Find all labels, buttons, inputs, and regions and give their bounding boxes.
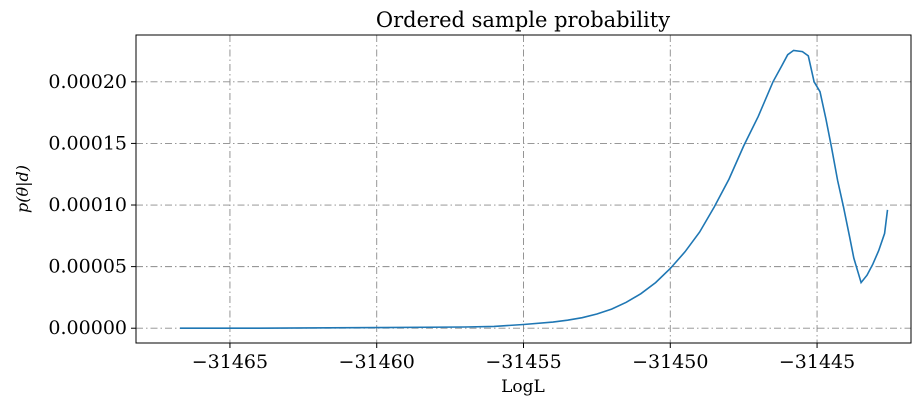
- chart-title: Ordered sample probability: [376, 8, 670, 32]
- y-tick-label: 0.00000: [48, 317, 127, 339]
- y-axis-label: p(θ|d): [13, 165, 32, 213]
- x-tick-label: −31455: [485, 351, 561, 373]
- axis-ticks: −31465 −31460 −31455 −31450 −31445 0.00000 0.0…: [48, 71, 855, 373]
- y-tick-label: 0.00015: [48, 132, 127, 154]
- grid-lines: [136, 35, 911, 343]
- x-tick-label: −31450: [632, 351, 708, 373]
- x-tick-label: −31460: [339, 351, 415, 373]
- x-tick-label: −31465: [192, 351, 268, 373]
- series-line: [180, 49, 889, 329]
- y-tick-label: 0.00010: [48, 194, 127, 216]
- x-axis-label: LogL: [501, 377, 545, 397]
- y-tick-label: 0.00005: [48, 256, 127, 278]
- y-tick-label: 0.00020: [48, 71, 127, 93]
- x-tick-label: −31445: [779, 351, 855, 373]
